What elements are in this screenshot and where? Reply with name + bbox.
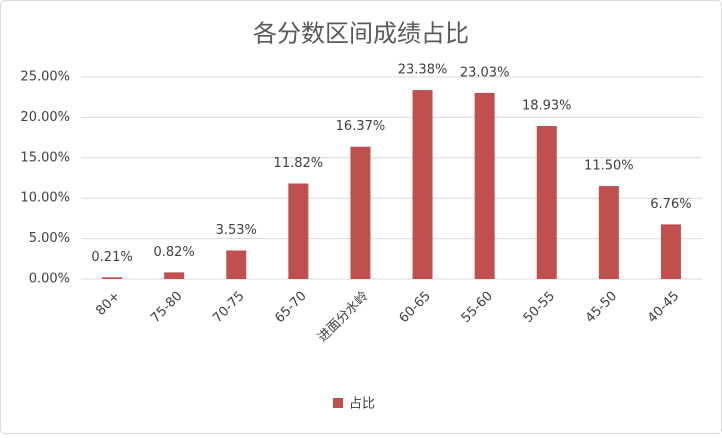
- y-tick-label: 5.00%: [29, 231, 70, 246]
- bar: [598, 186, 619, 279]
- legend-label: 占比: [349, 397, 375, 412]
- legend-swatch: [333, 398, 343, 408]
- data-label: 3.53%: [216, 223, 257, 238]
- y-tick-label: 10.00%: [20, 191, 70, 206]
- y-tick-label: 0.00%: [29, 272, 70, 287]
- bar: [412, 90, 433, 279]
- data-label: 11.82%: [274, 156, 324, 171]
- data-label: 6.76%: [650, 197, 691, 212]
- bar: [536, 126, 557, 280]
- bar: [474, 92, 495, 279]
- data-label: 18.93%: [522, 99, 572, 114]
- bar: [226, 250, 247, 279]
- y-tick-label: 20.00%: [20, 110, 70, 125]
- data-label: 16.37%: [336, 119, 386, 134]
- bar: [102, 277, 123, 279]
- data-label: 0.21%: [91, 250, 132, 265]
- data-label: 23.03%: [460, 65, 510, 80]
- data-label: 0.82%: [153, 245, 194, 260]
- y-tick-label: 15.00%: [20, 150, 70, 165]
- bar: [350, 146, 371, 279]
- chart-title: 各分数区间成绩占比: [253, 20, 469, 48]
- data-label: 11.50%: [584, 159, 634, 174]
- bar: [288, 183, 309, 279]
- bar: [164, 272, 185, 279]
- data-label: 23.38%: [398, 63, 448, 78]
- y-tick-label: 25.00%: [20, 70, 70, 85]
- bar: [660, 224, 681, 279]
